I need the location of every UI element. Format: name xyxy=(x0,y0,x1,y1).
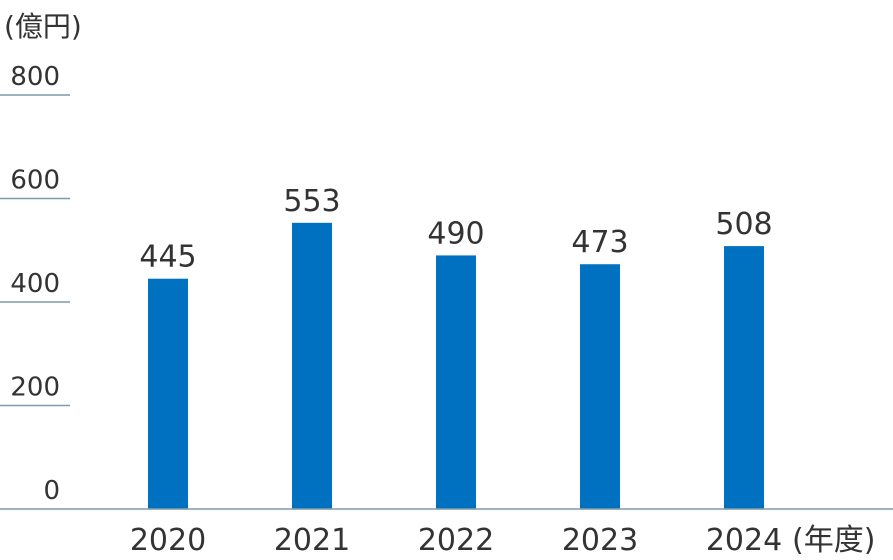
bar xyxy=(436,255,476,509)
y-tick-label: 400 xyxy=(10,269,60,299)
bar-value-label: 473 xyxy=(571,225,628,260)
y-tick-label: 600 xyxy=(10,166,60,196)
x-axis-labels: 2020 2021 2022 2023 2024 xyxy=(130,523,782,558)
bar-value-label: 445 xyxy=(139,240,196,275)
bar-value-label: 553 xyxy=(283,184,340,219)
x-axis-unit: (年度) xyxy=(792,523,875,558)
bar xyxy=(148,278,188,509)
bar xyxy=(724,246,764,510)
bar-value-label: 508 xyxy=(715,207,772,242)
y-axis-ticks: 800 600 400 200 0 xyxy=(0,62,70,506)
bar xyxy=(580,264,620,509)
x-tick-label: 2020 xyxy=(130,523,206,558)
x-tick-label: 2021 xyxy=(274,523,350,558)
bars: 445 553 490 473 508 xyxy=(139,184,773,510)
y-axis-unit: (億円) xyxy=(4,10,82,43)
y-tick-label: 0 xyxy=(43,476,60,506)
y-tick-label: 200 xyxy=(10,373,60,403)
x-tick-label: 2022 xyxy=(418,523,494,558)
x-tick-label: 2024 xyxy=(706,523,782,558)
y-tick-label: 800 xyxy=(10,62,60,92)
x-tick-label: 2023 xyxy=(562,523,638,558)
bar xyxy=(292,222,332,509)
bar-value-label: 490 xyxy=(427,216,484,251)
